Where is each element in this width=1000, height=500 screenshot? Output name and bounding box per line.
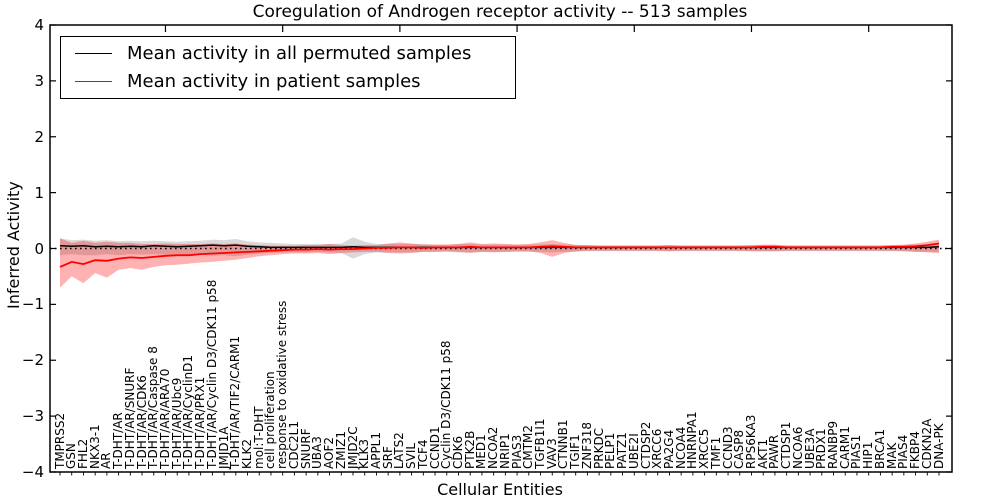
x-tick-label: DNA-PK [931, 423, 946, 469]
y-tick-label: −1 [21, 295, 44, 314]
y-tick-label: 2 [34, 127, 44, 146]
permuted-line-swatch [75, 53, 112, 54]
legend-label-permuted: Mean activity in all permuted samples [127, 42, 472, 64]
x-axis-label: Cellular Entities [437, 480, 563, 499]
patient-line-swatch [75, 81, 112, 82]
patient-mean-line [59, 242, 940, 268]
legend-label-patient: Mean activity in patient samples [127, 70, 421, 92]
y-tick-label: −3 [21, 407, 44, 426]
chart-title: Coregulation of Androgen receptor activi… [252, 2, 748, 22]
legend-item-patient: Mean activity in patient samples [61, 68, 515, 96]
y-tick-label: −4 [21, 463, 44, 481]
axes-box [49, 24, 953, 473]
y-tick-label: 4 [34, 16, 44, 34]
legend: Mean activity in all permuted samples Me… [60, 36, 516, 99]
y-tick-label: 0 [34, 239, 44, 258]
y-tick-label: 1 [34, 183, 44, 202]
y-tick-label: 3 [34, 71, 44, 90]
y-tick-label: −2 [21, 351, 44, 370]
legend-item-permuted: Mean activity in all permuted samples [61, 40, 515, 68]
